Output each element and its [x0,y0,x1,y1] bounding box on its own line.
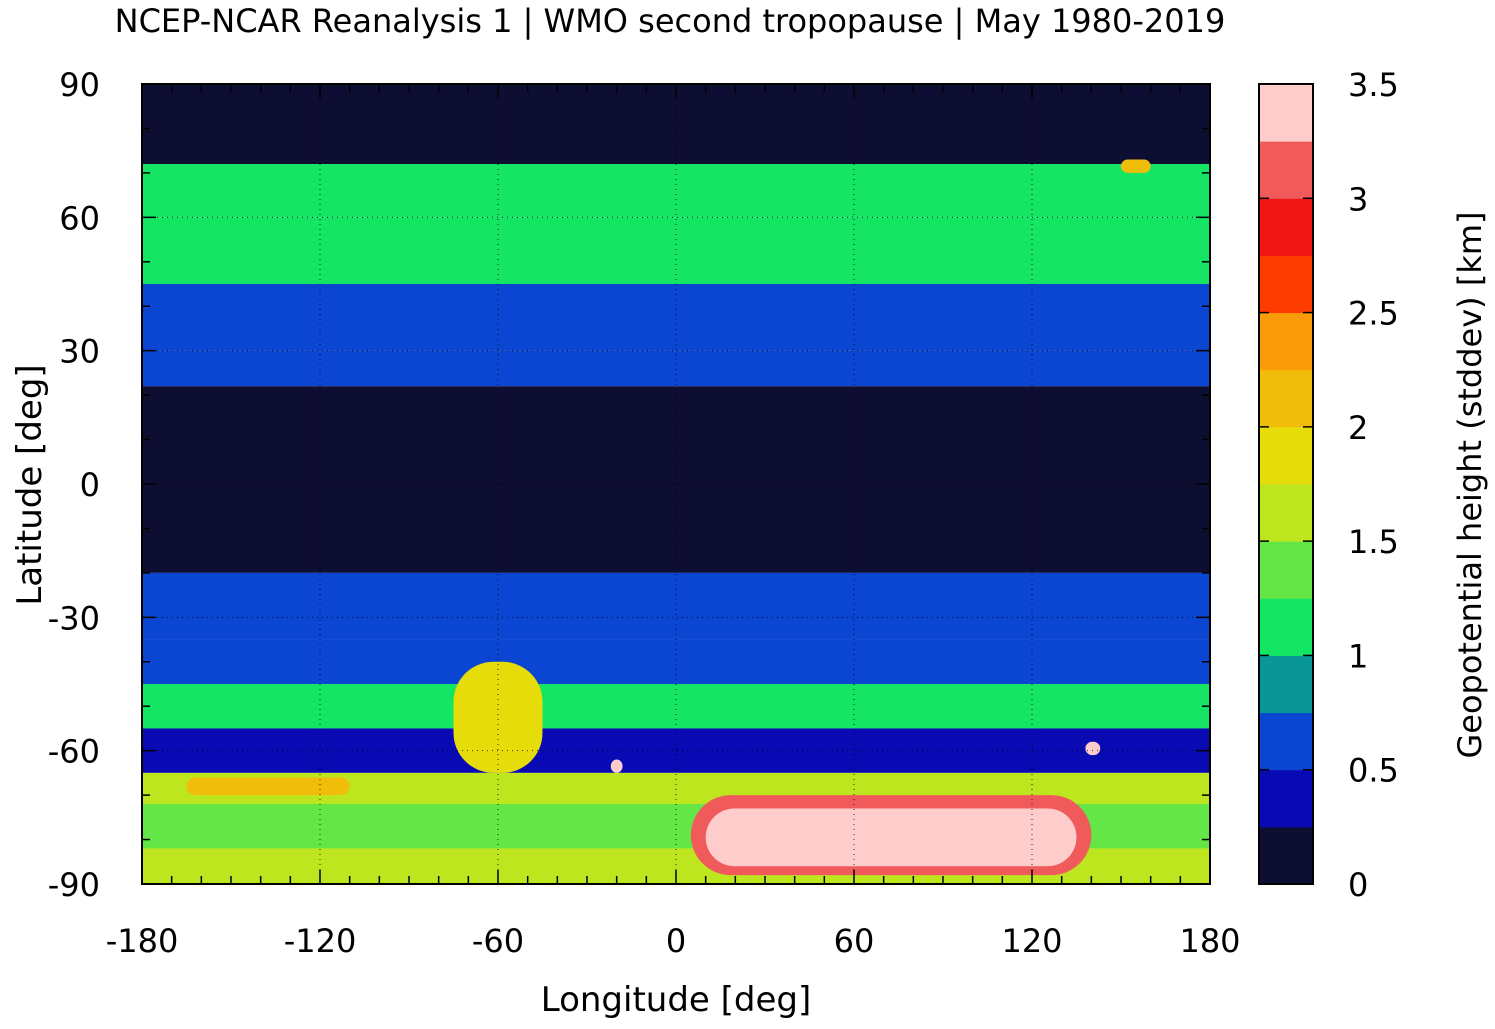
colorbar-label: Geopotential height (stddev) [km] [1451,211,1489,759]
chart-title: NCEP-NCAR Reanalysis 1 | WMO second trop… [114,2,1226,40]
heat-feature-4 [610,759,623,773]
y-axis-label: Latitude [deg] [10,364,50,606]
y-tick-label-1: 60 [59,199,100,237]
x-tick-label-2: -60 [472,922,524,960]
y-tick-label-5: -60 [48,733,100,771]
colorbar-swatch-6 [1259,484,1313,542]
grid-lines [142,84,1210,884]
heat-feature-0 [453,661,543,773]
x-tick-label-1: -120 [284,922,357,960]
y-tick-label-4: -30 [48,599,100,637]
heat-band-2 [142,217,1210,284]
colorbar-frame [1258,83,1314,885]
heat-band-8 [142,684,1210,729]
y-tick-label-2: 30 [59,333,100,371]
y-tick-label-3: 0 [80,466,100,504]
colorbar-swatch-7 [1259,426,1313,485]
heat-band-7 [142,639,1210,684]
colorbar-tick-labels: 0 0.5 1 1.5 2 2.5 3 3.5 [1348,66,1399,904]
x-tick-label-3: 0 [666,922,686,960]
colorbar-swatch-0 [1259,826,1313,885]
colorbar-swatch-9 [1259,312,1313,371]
x-tick-label-5: 120 [1001,922,1062,960]
heat-feature-3 [1085,741,1101,756]
colorbar-swatch-10 [1259,255,1313,314]
heat-feature-5 [186,777,350,796]
colorbar-swatch-13 [1259,84,1313,142]
heat-feature-6 [1121,159,1151,173]
colorbar-swatch-8 [1259,369,1313,428]
colorbar-tick-label-4: 2 [1348,409,1368,447]
colorbar [1258,83,1314,885]
heat-band-4 [142,350,1210,387]
colorbar-tick-label-5: 2.5 [1348,295,1399,333]
x-tick-labels: -180 -120 -60 0 60 120 180 [106,922,1241,960]
y-tick-label-6: -90 [48,866,100,904]
x-axis-label: Longitude [deg] [540,980,812,1020]
colorbar-tick-label-0: 0 [1348,866,1368,904]
colorbar-tick-label-7: 3.5 [1348,66,1399,104]
colorbar-tick-label-2: 1 [1348,637,1368,675]
plot-frame [141,83,1211,885]
colorbar-swatch-2 [1259,712,1313,771]
heat-feature-1 [705,808,1077,867]
y-tick-label-0: 90 [59,66,100,104]
x-tick-label-4: 60 [834,922,875,960]
x-tick-label-6: 180 [1179,922,1240,960]
colorbar-swatch-4 [1259,598,1313,656]
colorbar-swatch-11 [1259,198,1313,256]
heat-band-1 [142,164,1210,218]
colorbar-swatch-12 [1259,141,1313,199]
colorbar-tick-label-3: 1.5 [1348,523,1399,561]
colorbar-swatch-3 [1259,655,1313,714]
colorbar-tick-label-6: 3 [1348,180,1368,218]
axis-ticks [141,83,1211,885]
x-tick-label-0: -180 [106,922,179,960]
colorbar-swatch-1 [1259,769,1313,828]
colorbar-tick-label-1: 0.5 [1348,752,1399,790]
y-tick-labels: 90 60 30 0 -30 -60 -90 [48,66,100,904]
colorbar-swatch-5 [1259,541,1313,599]
